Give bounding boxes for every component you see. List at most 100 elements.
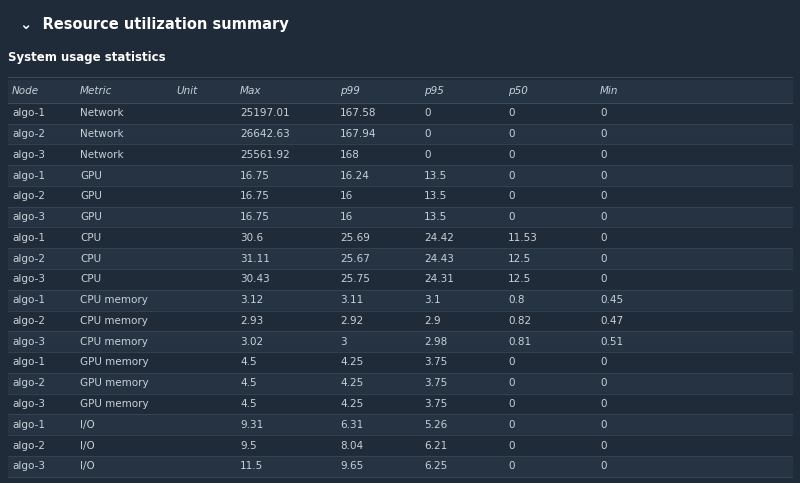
Text: Network: Network [80, 150, 124, 160]
Text: 9.65: 9.65 [340, 461, 363, 471]
Bar [8, 186, 792, 207]
Bar [8, 331, 792, 352]
Text: 0: 0 [600, 233, 606, 243]
Text: 0: 0 [508, 399, 514, 409]
Text: algo-3: algo-3 [12, 212, 45, 222]
Text: 0: 0 [600, 170, 606, 181]
Text: 6.25: 6.25 [424, 461, 447, 471]
Bar [8, 165, 792, 186]
Text: CPU: CPU [80, 254, 101, 264]
Text: 0.8: 0.8 [508, 295, 525, 305]
Text: 6.31: 6.31 [340, 420, 363, 430]
Text: p50: p50 [508, 86, 528, 96]
Text: 0: 0 [424, 108, 430, 118]
Text: 0: 0 [600, 108, 606, 118]
Text: 0.81: 0.81 [508, 337, 531, 347]
Bar [8, 414, 792, 435]
Text: System usage statistics: System usage statistics [8, 51, 166, 64]
Text: CPU memory: CPU memory [80, 316, 148, 326]
Text: algo-1: algo-1 [12, 108, 45, 118]
Text: 11.5: 11.5 [240, 461, 263, 471]
Text: 8.04: 8.04 [340, 440, 363, 451]
Text: 16.24: 16.24 [340, 170, 370, 181]
Text: algo-2: algo-2 [12, 129, 45, 139]
Text: algo-2: algo-2 [12, 316, 45, 326]
Text: 16.75: 16.75 [240, 170, 270, 181]
Bar [8, 227, 792, 248]
Bar [8, 103, 792, 124]
Text: 0: 0 [508, 357, 514, 368]
Text: 0: 0 [600, 378, 606, 388]
Bar [8, 80, 792, 103]
Text: 11.53: 11.53 [508, 233, 538, 243]
Text: 13.5: 13.5 [424, 191, 447, 201]
Text: p95: p95 [424, 86, 444, 96]
Text: algo-1: algo-1 [12, 420, 45, 430]
Text: GPU memory: GPU memory [80, 399, 149, 409]
Text: 2.98: 2.98 [424, 337, 447, 347]
Text: 4.5: 4.5 [240, 378, 257, 388]
Text: 25.67: 25.67 [340, 254, 370, 264]
Text: GPU memory: GPU memory [80, 378, 149, 388]
Text: 13.5: 13.5 [424, 170, 447, 181]
Text: 4.5: 4.5 [240, 357, 257, 368]
Text: 25.75: 25.75 [340, 274, 370, 284]
Text: Network: Network [80, 129, 124, 139]
Text: algo-1: algo-1 [12, 295, 45, 305]
Text: 4.25: 4.25 [340, 378, 363, 388]
Text: I/O: I/O [80, 440, 94, 451]
Text: 0: 0 [600, 129, 606, 139]
Text: GPU memory: GPU memory [80, 357, 149, 368]
Text: algo-3: algo-3 [12, 337, 45, 347]
Text: CPU memory: CPU memory [80, 295, 148, 305]
Text: 2.92: 2.92 [340, 316, 363, 326]
Text: 3.75: 3.75 [424, 357, 447, 368]
Text: 9.31: 9.31 [240, 420, 263, 430]
Bar [8, 290, 792, 311]
Text: 5.26: 5.26 [424, 420, 447, 430]
Text: 6.21: 6.21 [424, 440, 447, 451]
Text: 30.6: 30.6 [240, 233, 263, 243]
Text: 16.75: 16.75 [240, 191, 270, 201]
Text: 0: 0 [600, 274, 606, 284]
Text: 12.5: 12.5 [508, 274, 531, 284]
Text: Network: Network [80, 108, 124, 118]
Text: 16: 16 [340, 212, 354, 222]
Text: 0: 0 [508, 212, 514, 222]
Bar [8, 456, 792, 477]
Text: 0: 0 [600, 461, 606, 471]
Bar [8, 311, 792, 331]
Text: 0: 0 [508, 150, 514, 160]
Text: 13.5: 13.5 [424, 212, 447, 222]
Text: Max: Max [240, 86, 262, 96]
Text: 167.94: 167.94 [340, 129, 377, 139]
Text: 4.5: 4.5 [240, 399, 257, 409]
Text: algo-2: algo-2 [12, 254, 45, 264]
Text: 0: 0 [600, 440, 606, 451]
Text: algo-3: algo-3 [12, 274, 45, 284]
Text: 0: 0 [508, 440, 514, 451]
Text: Metric: Metric [80, 86, 112, 96]
Text: 2.9: 2.9 [424, 316, 441, 326]
Text: 0: 0 [600, 212, 606, 222]
Text: 168: 168 [340, 150, 360, 160]
Text: GPU: GPU [80, 191, 102, 201]
Text: 3: 3 [340, 337, 346, 347]
Text: algo-3: algo-3 [12, 461, 45, 471]
Text: 9.5: 9.5 [240, 440, 257, 451]
Text: I/O: I/O [80, 420, 94, 430]
Text: GPU: GPU [80, 212, 102, 222]
Text: 26642.63: 26642.63 [240, 129, 290, 139]
Text: 0: 0 [508, 170, 514, 181]
Text: Unit: Unit [176, 86, 198, 96]
Text: 24.42: 24.42 [424, 233, 454, 243]
Text: algo-1: algo-1 [12, 233, 45, 243]
Text: 3.11: 3.11 [340, 295, 363, 305]
Text: 0.45: 0.45 [600, 295, 623, 305]
Text: 0: 0 [508, 378, 514, 388]
Text: 31.11: 31.11 [240, 254, 270, 264]
Text: 0: 0 [424, 129, 430, 139]
Text: 25.69: 25.69 [340, 233, 370, 243]
Text: 0: 0 [600, 420, 606, 430]
Text: 24.31: 24.31 [424, 274, 454, 284]
